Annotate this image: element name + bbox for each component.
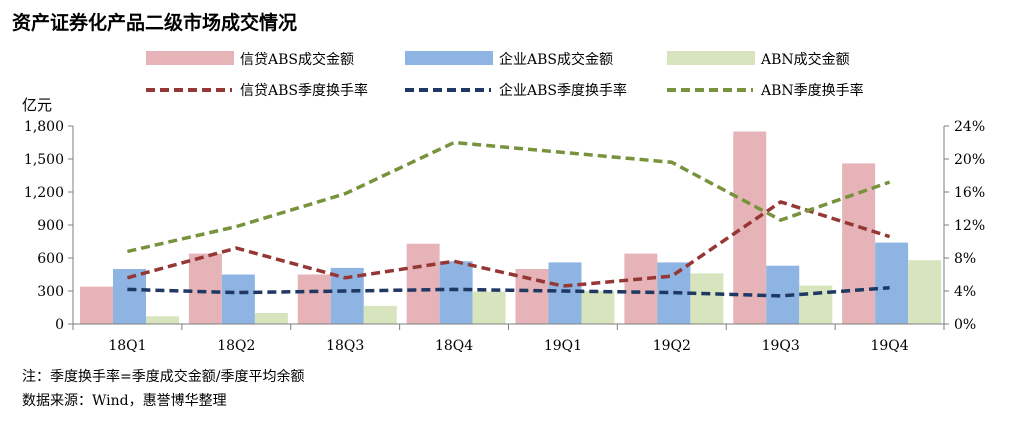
bar-1-19Q3: [733, 131, 767, 324]
y-left-tick-label: 600: [37, 251, 64, 267]
bar-1-18Q1: [80, 286, 113, 324]
y-left-tick-label: 1,500: [24, 152, 64, 168]
x-tick-label: 19Q2: [653, 338, 691, 354]
bar-series-group: [80, 131, 942, 324]
bar-3-19Q2: [690, 273, 724, 324]
x-tick-label: 19Q4: [870, 338, 908, 354]
y-right-tick-label: 12%: [954, 218, 985, 234]
legend-swatch-bar-3: [667, 51, 755, 65]
bar-2-19Q4: [875, 242, 909, 324]
y-left-tick-label: 300: [37, 284, 64, 300]
footnote-source: 数据来源：Wind，惠誉博华整理: [22, 393, 227, 409]
y-left-tick-label: 0: [55, 317, 64, 333]
line-series-group: [126, 140, 891, 298]
x-tick-label: 18Q2: [217, 338, 255, 354]
bar-3-18Q3: [363, 305, 397, 324]
y-left-tick-label: 1,200: [24, 185, 64, 201]
axes: 1,800 1,500 1,200 900 600 300 0 24% 20% 16% 12% 8% 4…: [22, 96, 985, 354]
bar-2-19Q3: [766, 265, 800, 324]
y-left-tick-label: 900: [37, 218, 64, 234]
x-tick-label: 19Q3: [762, 338, 800, 354]
bar-3-18Q1: [146, 316, 179, 324]
x-tick-label: 18Q4: [435, 338, 473, 354]
x-tick-label: 18Q1: [108, 338, 146, 354]
bar-2-18Q2: [221, 274, 255, 324]
y-right-tick-label: 16%: [954, 185, 985, 201]
bar-3-19Q1: [581, 291, 615, 324]
bar-1-18Q4: [406, 243, 440, 324]
bar-3-19Q4: [908, 260, 942, 324]
bar-1-19Q2: [624, 253, 658, 324]
x-tick-label: 19Q1: [544, 338, 582, 354]
line-series-2: [127, 285, 890, 298]
bar-1-19Q4: [842, 163, 876, 324]
x-tick-label: 18Q3: [326, 338, 364, 354]
legend-swatch-bar-1: [146, 51, 234, 65]
legend-label-line-3: ABN季度换手率: [760, 82, 864, 99]
legend-label-line-1: 信贷ABS季度换手率: [240, 82, 368, 99]
bar-3-18Q4: [472, 291, 506, 324]
footnote-note: 注：季度换手率=季度成交金额/季度平均余额: [22, 369, 305, 385]
bar-1-18Q2: [188, 253, 222, 324]
y-left-unit-label: 亿元: [22, 96, 52, 114]
bar-2-19Q1: [548, 262, 582, 324]
legend-swatch-bar-2: [405, 51, 493, 65]
y-right-tick-label: 8%: [954, 251, 976, 267]
chart-title: 资产证券化产品二级市场成交情况: [12, 12, 298, 34]
legend-label-line-2: 企业ABS季度换手率: [499, 82, 627, 99]
bar-2-18Q4: [439, 261, 473, 324]
bar-3-18Q2: [254, 313, 288, 324]
legend-label-bar-3: ABN成交金额: [760, 51, 850, 68]
y-right-tick-label: 24%: [954, 119, 985, 135]
line-series-1: [126, 200, 891, 288]
y-right-tick-label: 4%: [954, 284, 976, 300]
y-right-tick-label: 20%: [954, 152, 985, 168]
y-right-tick-label: 0%: [954, 317, 976, 333]
legend-label-bar-2: 企业ABS成交金额: [499, 51, 613, 68]
bar-1-18Q3: [297, 274, 331, 324]
y-left-tick-label: 1,800: [24, 119, 64, 135]
bar-1-19Q1: [515, 269, 549, 324]
legend-label-bar-1: 信贷ABS成交金额: [240, 51, 354, 68]
line-series-3: [127, 140, 891, 254]
